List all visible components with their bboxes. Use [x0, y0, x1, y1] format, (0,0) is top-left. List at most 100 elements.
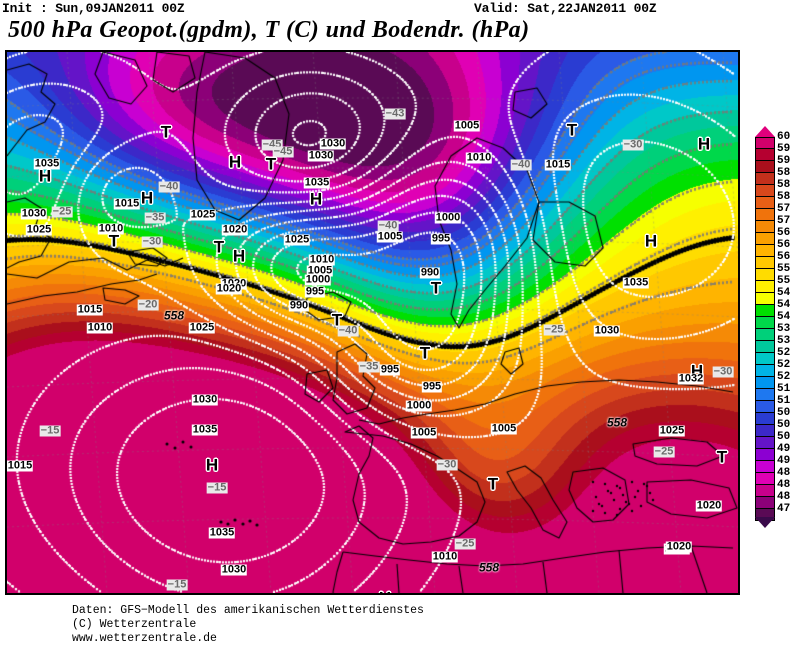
colorbar-tick: 512	[777, 395, 790, 407]
isobar-contour-label: 1010	[431, 550, 459, 563]
low-center-marker: T	[108, 231, 120, 251]
colorbar-swatch	[756, 137, 774, 149]
colorbar-tick: 556	[777, 263, 790, 275]
isobar-contour-label: 1035	[208, 526, 236, 539]
isobar-contour-label: 1030	[20, 207, 48, 220]
isobar-contour-label: 1025	[658, 424, 686, 437]
isobar-contour-label: 1035	[303, 176, 331, 189]
colorbar-tick: 560	[777, 251, 790, 263]
high-center-marker: H	[232, 246, 246, 266]
footer-line-website[interactable]: www.wetterzentrale.de	[72, 632, 217, 645]
colorbar-swatch	[756, 197, 774, 209]
colorbar-tick: 588	[777, 167, 790, 179]
high-center-marker: H	[309, 189, 323, 209]
isobar-contour-label: 1000	[304, 273, 332, 286]
temperature-contour-label: −30	[712, 365, 734, 378]
temperature-contour-label: −15	[166, 578, 188, 591]
isobar-contour-label: 1015	[7, 459, 34, 472]
colorbar-swatch	[756, 353, 774, 365]
isobar-contour-label: 1032	[677, 372, 705, 385]
colorbar-tick: 500	[777, 431, 790, 443]
high-center-marker: H	[697, 134, 711, 154]
colorbar-tick: 504	[777, 419, 790, 431]
colorbar-tick: 568	[777, 227, 790, 239]
geopotential-contour-label: 558	[606, 415, 628, 430]
low-center-marker: T	[716, 447, 728, 467]
isobar-contour-label: 1000	[434, 211, 462, 224]
colorbar-swatch	[756, 209, 774, 221]
colorbar-swatch	[756, 485, 774, 497]
colorbar-swatch	[756, 221, 774, 233]
colorbar-tick: 524	[777, 359, 790, 371]
isobar-contour-label: 1030	[307, 149, 335, 162]
temperature-contour-label: −25	[51, 205, 73, 218]
colorbar-tick: 552	[777, 275, 790, 287]
isobar-contour-label: 1025	[25, 223, 53, 236]
weather-map[interactable]: 1035 H 1030 −25 1025 1015 1010 T −35 −30 H −40 1025 1…	[5, 50, 740, 595]
isobar-contour-label: 1020	[215, 282, 243, 295]
isobar-contour-label: 1010	[308, 253, 336, 266]
temperature-contour-label: −15	[206, 481, 228, 494]
colorbar-swatch	[756, 173, 774, 185]
low-center-marker: T	[265, 154, 277, 174]
colorbar-tick: 600	[777, 131, 790, 143]
isobar-contour-label: 1005	[453, 119, 481, 132]
temperature-contour-label: −35	[144, 211, 166, 224]
isobar-contour-label: 1005	[410, 426, 438, 439]
colorbar-tick: 476	[777, 503, 790, 515]
geopotential-contour-label: 558	[478, 560, 500, 575]
temperature-contour-label: −35	[358, 360, 380, 373]
colorbar-swatch	[756, 257, 774, 269]
colorbar-swatches	[755, 137, 775, 521]
colorbar-tick: 508	[777, 407, 790, 419]
isobar-contour-label: 1005	[376, 230, 404, 243]
low-center-marker: T	[487, 474, 499, 494]
colorbar-swatch	[756, 233, 774, 245]
colorbar-tick: 484	[777, 479, 790, 491]
colorbar-tick: 536	[777, 323, 790, 335]
colorbar-swatch	[756, 425, 774, 437]
isobar-contour-label: 1025	[189, 208, 217, 221]
colorbar-tick: 572	[777, 215, 790, 227]
isobar-contour-label: 1015	[113, 197, 141, 210]
colorbar-tick: 584	[777, 179, 790, 191]
colorbar-tick: 540	[777, 311, 790, 323]
isobar-contour-label: 1030	[319, 137, 347, 150]
colorbar-swatch	[756, 365, 774, 377]
isobar-contour-label: 1005	[490, 422, 518, 435]
temperature-contour-label: −25	[543, 323, 565, 336]
colorbar-swatch	[756, 437, 774, 449]
temperature-contour-label: −40	[158, 180, 180, 193]
colorbar-tick: 520	[777, 371, 790, 383]
low-center-marker: T	[331, 310, 343, 330]
colorbar-tick: 548	[777, 287, 790, 299]
colorbar-swatch	[756, 269, 774, 281]
footer-line-data-source: Daten: GFS−Modell des amerikanischen Wet…	[72, 604, 424, 617]
colorbar-tick: 492	[777, 455, 790, 467]
colorbar-swatch	[756, 317, 774, 329]
low-center-marker: T	[430, 278, 442, 298]
colorbar-swatch	[756, 149, 774, 161]
high-center-marker: H	[205, 455, 219, 475]
colorbar-tick: 480	[777, 491, 790, 503]
isobar-contour-label: 1010	[97, 222, 125, 235]
isobar-contour-label: 1025	[283, 233, 311, 246]
isobar-contour-label: 1015	[544, 158, 572, 171]
isobar-contour-label: 995	[421, 380, 443, 393]
temperature-contour-label: −45	[272, 145, 294, 158]
valid-time-label: Valid: Sat,22JAN2011 00Z	[474, 1, 657, 16]
isobar-contour-label: 995	[430, 232, 452, 245]
isobar-contour-label: 1020	[665, 540, 693, 553]
colorbar-swatch	[756, 461, 774, 473]
isobar-contour-label: 1035	[622, 276, 650, 289]
isobar-contour-label: 1020	[695, 499, 723, 512]
isobar-contour-label: 1035	[191, 423, 219, 436]
colorbar-tick: 592	[777, 155, 790, 167]
temperature-contour-label: −43	[384, 107, 406, 120]
colorbar-swatch	[756, 185, 774, 197]
isobar-contour-label: 1020	[221, 223, 249, 236]
colorbar-top-arrow-icon	[755, 126, 775, 137]
colorbar-tick: 576	[777, 203, 790, 215]
colorbar-tick: 580	[777, 191, 790, 203]
geopotential-contour-label: 558	[163, 308, 185, 323]
